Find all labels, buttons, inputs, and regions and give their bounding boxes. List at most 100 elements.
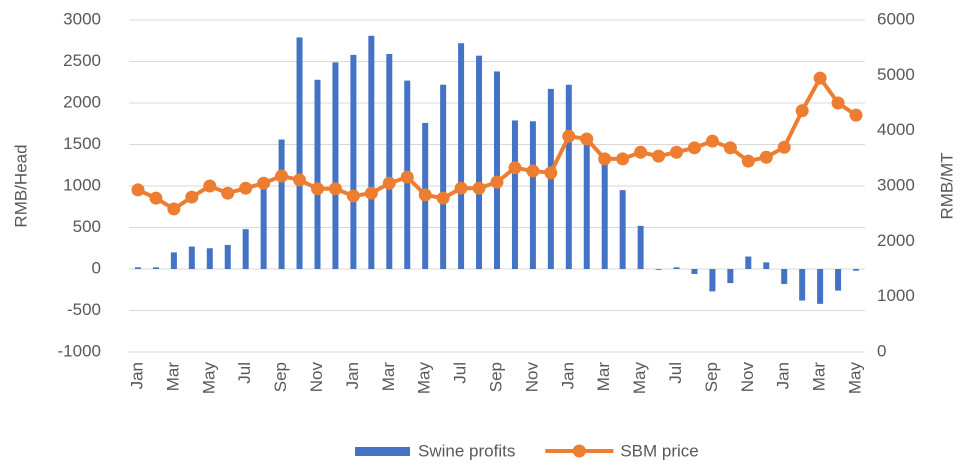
line-marker [346, 189, 360, 203]
x-tick-label: Jan [343, 362, 362, 389]
line-marker [490, 175, 504, 189]
x-tick-label: Jul [451, 362, 470, 384]
bar [799, 269, 806, 301]
line-marker [167, 202, 181, 216]
line-marker [221, 186, 235, 200]
legend-swatch [355, 447, 410, 456]
y2-tick-label: 4000 [877, 120, 915, 139]
bar [476, 55, 483, 269]
bar [134, 267, 141, 269]
bar [458, 43, 465, 269]
y-tick-label: 2000 [63, 92, 101, 111]
bar [278, 139, 285, 269]
bar [242, 229, 249, 269]
line-marker [418, 188, 432, 202]
bar [619, 190, 626, 269]
line-marker [257, 176, 271, 190]
bar [853, 269, 860, 271]
x-tick-label: Nov [522, 362, 541, 393]
y-tick-label: 3000 [63, 9, 101, 28]
line-marker [723, 141, 737, 155]
bar [386, 54, 393, 269]
y-tick-label: -500 [67, 300, 101, 319]
line-marker [239, 181, 253, 195]
x-tick-label: May [846, 362, 865, 395]
line-marker [203, 179, 217, 193]
line-marker [310, 182, 324, 196]
y2-tick-label: 5000 [877, 65, 915, 84]
line-marker [436, 191, 450, 205]
line-marker [777, 140, 791, 154]
line-marker [328, 182, 342, 196]
x-tick-label: May [630, 362, 649, 395]
bar [314, 79, 321, 269]
bar [494, 71, 500, 270]
bar [332, 62, 339, 269]
x-tick-label: Sep [702, 362, 721, 392]
line-marker [526, 164, 540, 178]
line-marker [131, 183, 145, 197]
y2-tick-label: 1000 [877, 286, 915, 305]
bar [224, 244, 231, 269]
bar [817, 269, 824, 304]
y-tick-label: -1000 [58, 341, 101, 360]
line-marker [472, 181, 486, 195]
bar [565, 84, 572, 270]
bar [655, 269, 662, 270]
bar [260, 180, 267, 269]
legend-label: SBM price [620, 441, 698, 460]
line-marker [562, 129, 576, 143]
bar [529, 121, 536, 269]
x-tick-label: Nov [738, 362, 757, 393]
line-marker [364, 186, 378, 200]
line-marker [705, 134, 719, 148]
line-marker [544, 166, 558, 180]
bar [152, 267, 159, 269]
bar [350, 54, 357, 269]
bar [170, 252, 177, 269]
y-tick-label: 1500 [63, 134, 101, 153]
line-marker [831, 96, 845, 110]
line-marker [634, 145, 648, 159]
bar [763, 262, 770, 269]
bar [835, 269, 842, 291]
line-marker [741, 154, 755, 168]
line-marker [185, 190, 199, 204]
line-marker [598, 152, 612, 166]
line-marker [759, 150, 773, 164]
x-tick-label: Mar [594, 362, 613, 392]
x-tick-label: May [199, 362, 218, 395]
line-marker [149, 191, 163, 205]
bar [583, 142, 590, 269]
bar [781, 269, 788, 284]
y2-tick-label: 3000 [877, 175, 915, 194]
y2-axis-title: RMB/MT [937, 152, 956, 219]
line-marker [616, 152, 630, 166]
y-tick-label: 0 [92, 258, 101, 277]
legend-label: Swine profits [418, 441, 515, 460]
line-marker [687, 141, 701, 155]
line-marker [795, 104, 809, 118]
y-tick-label: 2500 [63, 51, 101, 70]
bar [601, 156, 608, 269]
x-tick-label: Jul [235, 362, 254, 384]
x-tick-label: Jul [666, 362, 685, 384]
line-marker [813, 71, 827, 85]
y-tick-label: 1000 [63, 175, 101, 194]
bar [368, 35, 375, 269]
y2-tick-label: 2000 [877, 231, 915, 250]
x-tick-label: Sep [486, 362, 505, 392]
x-tick-label: Jan [558, 362, 577, 389]
x-tick-label: Mar [810, 362, 829, 392]
bar [440, 84, 447, 270]
y-tick-label: 500 [73, 217, 101, 236]
line-marker [508, 161, 522, 175]
line-marker [580, 132, 594, 146]
line-marker [382, 176, 396, 190]
x-tick-label: Mar [379, 362, 398, 392]
line-marker [293, 173, 307, 187]
x-tick-label: Sep [271, 362, 290, 392]
bar [637, 225, 644, 269]
bar [206, 248, 213, 269]
